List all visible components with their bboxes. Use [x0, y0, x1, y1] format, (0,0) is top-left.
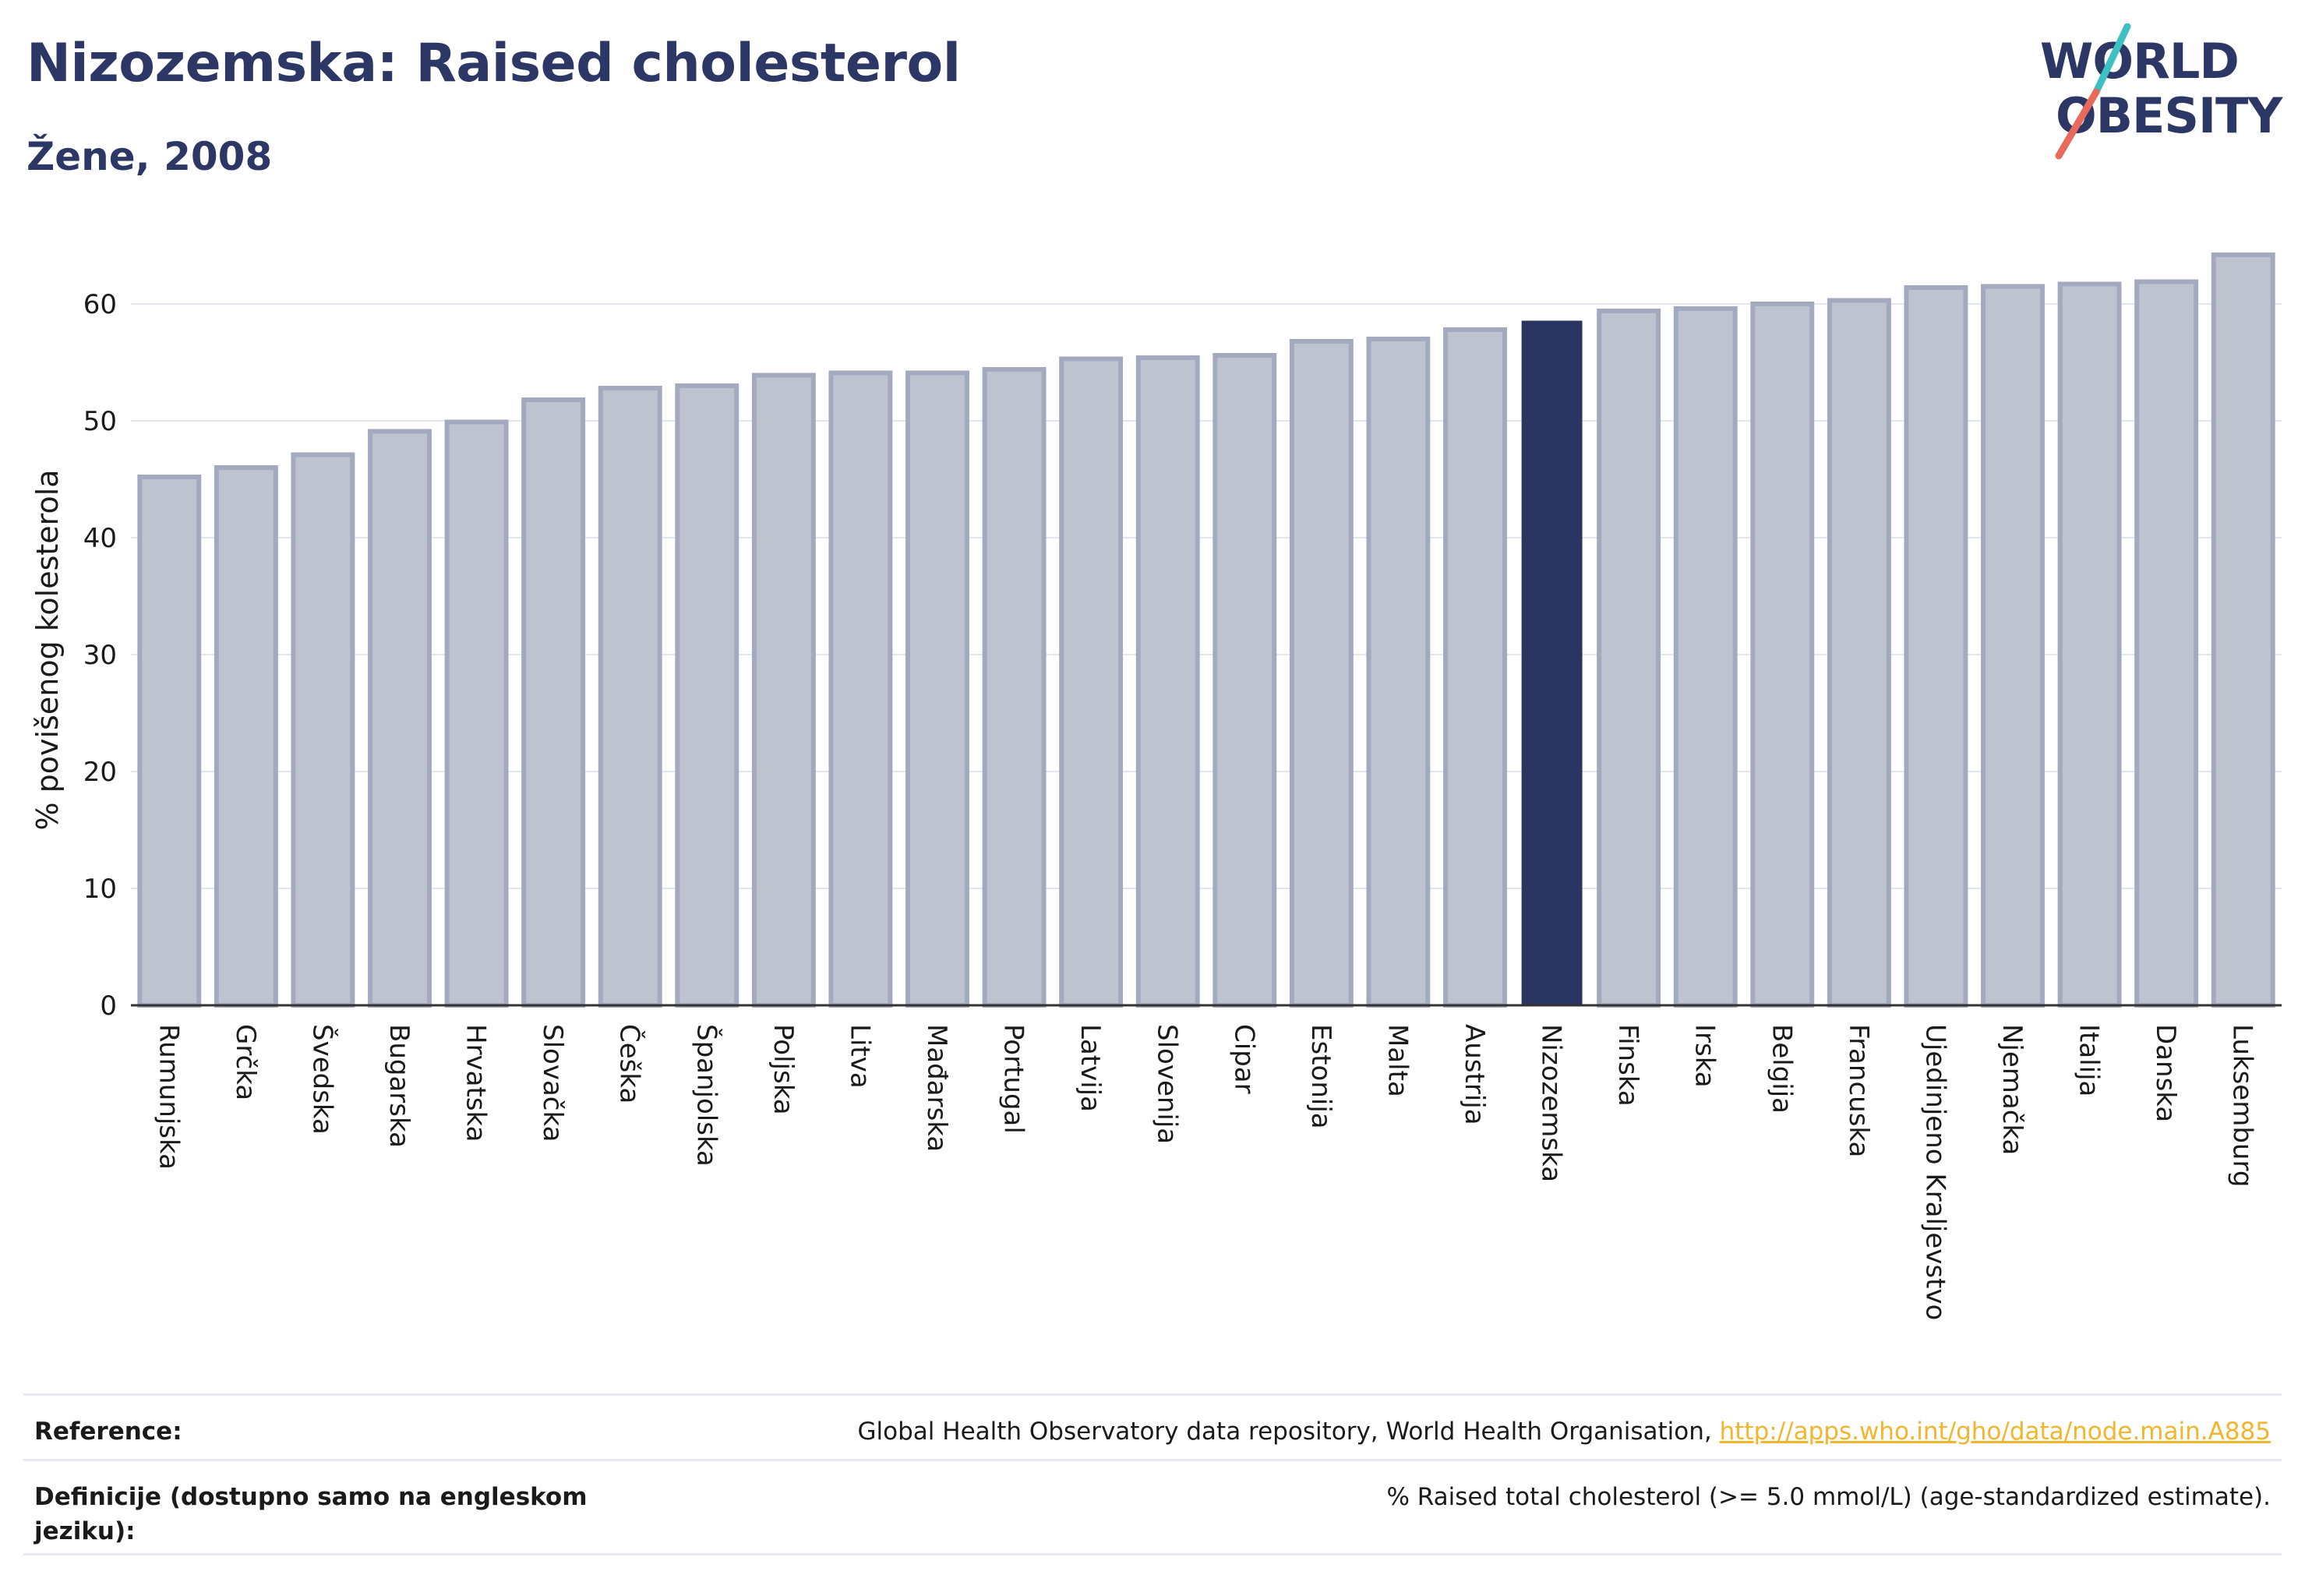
- y-tick-label: 30: [83, 640, 117, 671]
- bar: [1904, 285, 1968, 1008]
- x-tick-label: Rumunjska: [153, 1024, 184, 1170]
- bar: [1443, 327, 1507, 1008]
- bar-highlighted: [1521, 320, 1583, 1006]
- bar: [1213, 353, 1277, 1008]
- bar: [982, 367, 1047, 1008]
- x-tick-label: Cipar: [1228, 1024, 1259, 1094]
- bar: [521, 397, 586, 1008]
- bar: [2211, 252, 2275, 1008]
- x-tick-label: Ujedinjeno Kraljevstvo: [1919, 1024, 1950, 1320]
- logo-slash-bottom: [2055, 88, 2100, 160]
- logo-slash-top: [2092, 23, 2131, 96]
- bar-chart: 0 10 20 30 40 50 60 Rumunjska Grčka Švedska Bugars…: [30, 252, 2282, 1320]
- y-tick-label: 40: [83, 523, 117, 554]
- bar: [137, 475, 202, 1008]
- bar: [1750, 302, 1815, 1008]
- y-tick-label: 0: [100, 990, 117, 1022]
- x-tick-label: Mađarska: [921, 1024, 952, 1152]
- bar: [2134, 279, 2199, 1008]
- x-tick-label: Nizozemska: [1536, 1024, 1567, 1182]
- reference-value: Global Health Observatory data repositor…: [858, 1414, 2271, 1449]
- x-tick-label: Francuska: [1843, 1024, 1874, 1157]
- x-tick-label: Bugarska: [383, 1024, 415, 1148]
- bar: [1597, 309, 1661, 1008]
- bar: [905, 370, 969, 1008]
- x-tick-label: Poljska: [768, 1024, 799, 1115]
- bar: [291, 452, 355, 1008]
- bar: [751, 373, 816, 1008]
- bar: [444, 419, 509, 1008]
- references-table: Reference: Global Health Observatory dat…: [23, 1393, 2282, 1555]
- logo-word-world: WORLD: [2040, 33, 2239, 90]
- bar: [1366, 337, 1431, 1008]
- x-tick-label: Italija: [2074, 1024, 2105, 1096]
- x-tick-label: Švedska: [306, 1024, 338, 1135]
- bar: [1981, 284, 2045, 1008]
- bar: [368, 429, 432, 1008]
- axes: 0 10 20 30 40 50 60 Rumunjska Grčka Švedska Bugars…: [83, 289, 2282, 1320]
- reference-text: Global Health Observatory data repositor…: [857, 1418, 1712, 1446]
- definition-row: Definicije (dostupno samo na engleskom j…: [23, 1459, 2282, 1555]
- y-tick-label: 10: [83, 874, 117, 905]
- x-tick-label: Grčka: [230, 1024, 261, 1100]
- bar: [1059, 356, 1124, 1008]
- x-tick-label: Latvija: [1075, 1024, 1106, 1112]
- reference-label: Reference:: [34, 1418, 182, 1446]
- y-tick-label: 20: [83, 757, 117, 788]
- bar: [1135, 355, 1200, 1008]
- x-tick-label: Malta: [1382, 1024, 1413, 1097]
- x-tick-label: Slovenija: [1152, 1024, 1183, 1144]
- x-tick-label: Litva: [844, 1024, 875, 1089]
- bar: [214, 465, 278, 1008]
- x-tick-label: Portugal: [998, 1024, 1029, 1134]
- x-tick-label: Njemačka: [1996, 1024, 2028, 1155]
- world-obesity-logo: WORLD OBESITY: [2040, 23, 2284, 160]
- y-axis-label: % povišenog kolesterola: [30, 469, 65, 830]
- chart-title: Nizozemska: Raised cholesterol: [26, 33, 961, 94]
- x-tick-label: Slovačka: [537, 1024, 568, 1142]
- x-tick-label: Austrija: [1459, 1024, 1490, 1125]
- x-tick-label: Irska: [1689, 1024, 1721, 1088]
- x-tick-label: Belgija: [1766, 1024, 1797, 1114]
- x-tick-label: Češka: [614, 1024, 646, 1103]
- definition-label: Definicije (dostupno samo na engleskom j…: [34, 1483, 588, 1545]
- bar: [828, 370, 893, 1008]
- y-tick-label: 60: [83, 289, 117, 320]
- y-tick-label: 50: [83, 406, 117, 437]
- x-tick-label: Estonija: [1305, 1024, 1336, 1129]
- bar: [1289, 339, 1354, 1008]
- reference-row: Reference: Global Health Observatory dat…: [23, 1393, 2282, 1459]
- definition-text: % Raised total cholesterol (>= 5.0 mmol/…: [1386, 1483, 2271, 1511]
- x-tick-label: Hrvatska: [461, 1024, 492, 1142]
- bar: [2057, 281, 2122, 1008]
- bar: [598, 386, 662, 1008]
- chart-subtitle: Žene, 2008: [26, 134, 273, 179]
- x-tick-label: Luksemburg: [2227, 1024, 2258, 1187]
- x-tick-label: Danska: [2150, 1024, 2181, 1122]
- bar: [1673, 306, 1738, 1008]
- x-tick-label: Finska: [1612, 1024, 1643, 1107]
- bar: [1827, 298, 1891, 1008]
- reference-link[interactable]: http://apps.who.int/gho/data/node.main.A…: [1719, 1418, 2271, 1446]
- x-tick-label: Španjolska: [690, 1024, 722, 1167]
- bar: [675, 383, 740, 1008]
- bars: [137, 252, 2275, 1008]
